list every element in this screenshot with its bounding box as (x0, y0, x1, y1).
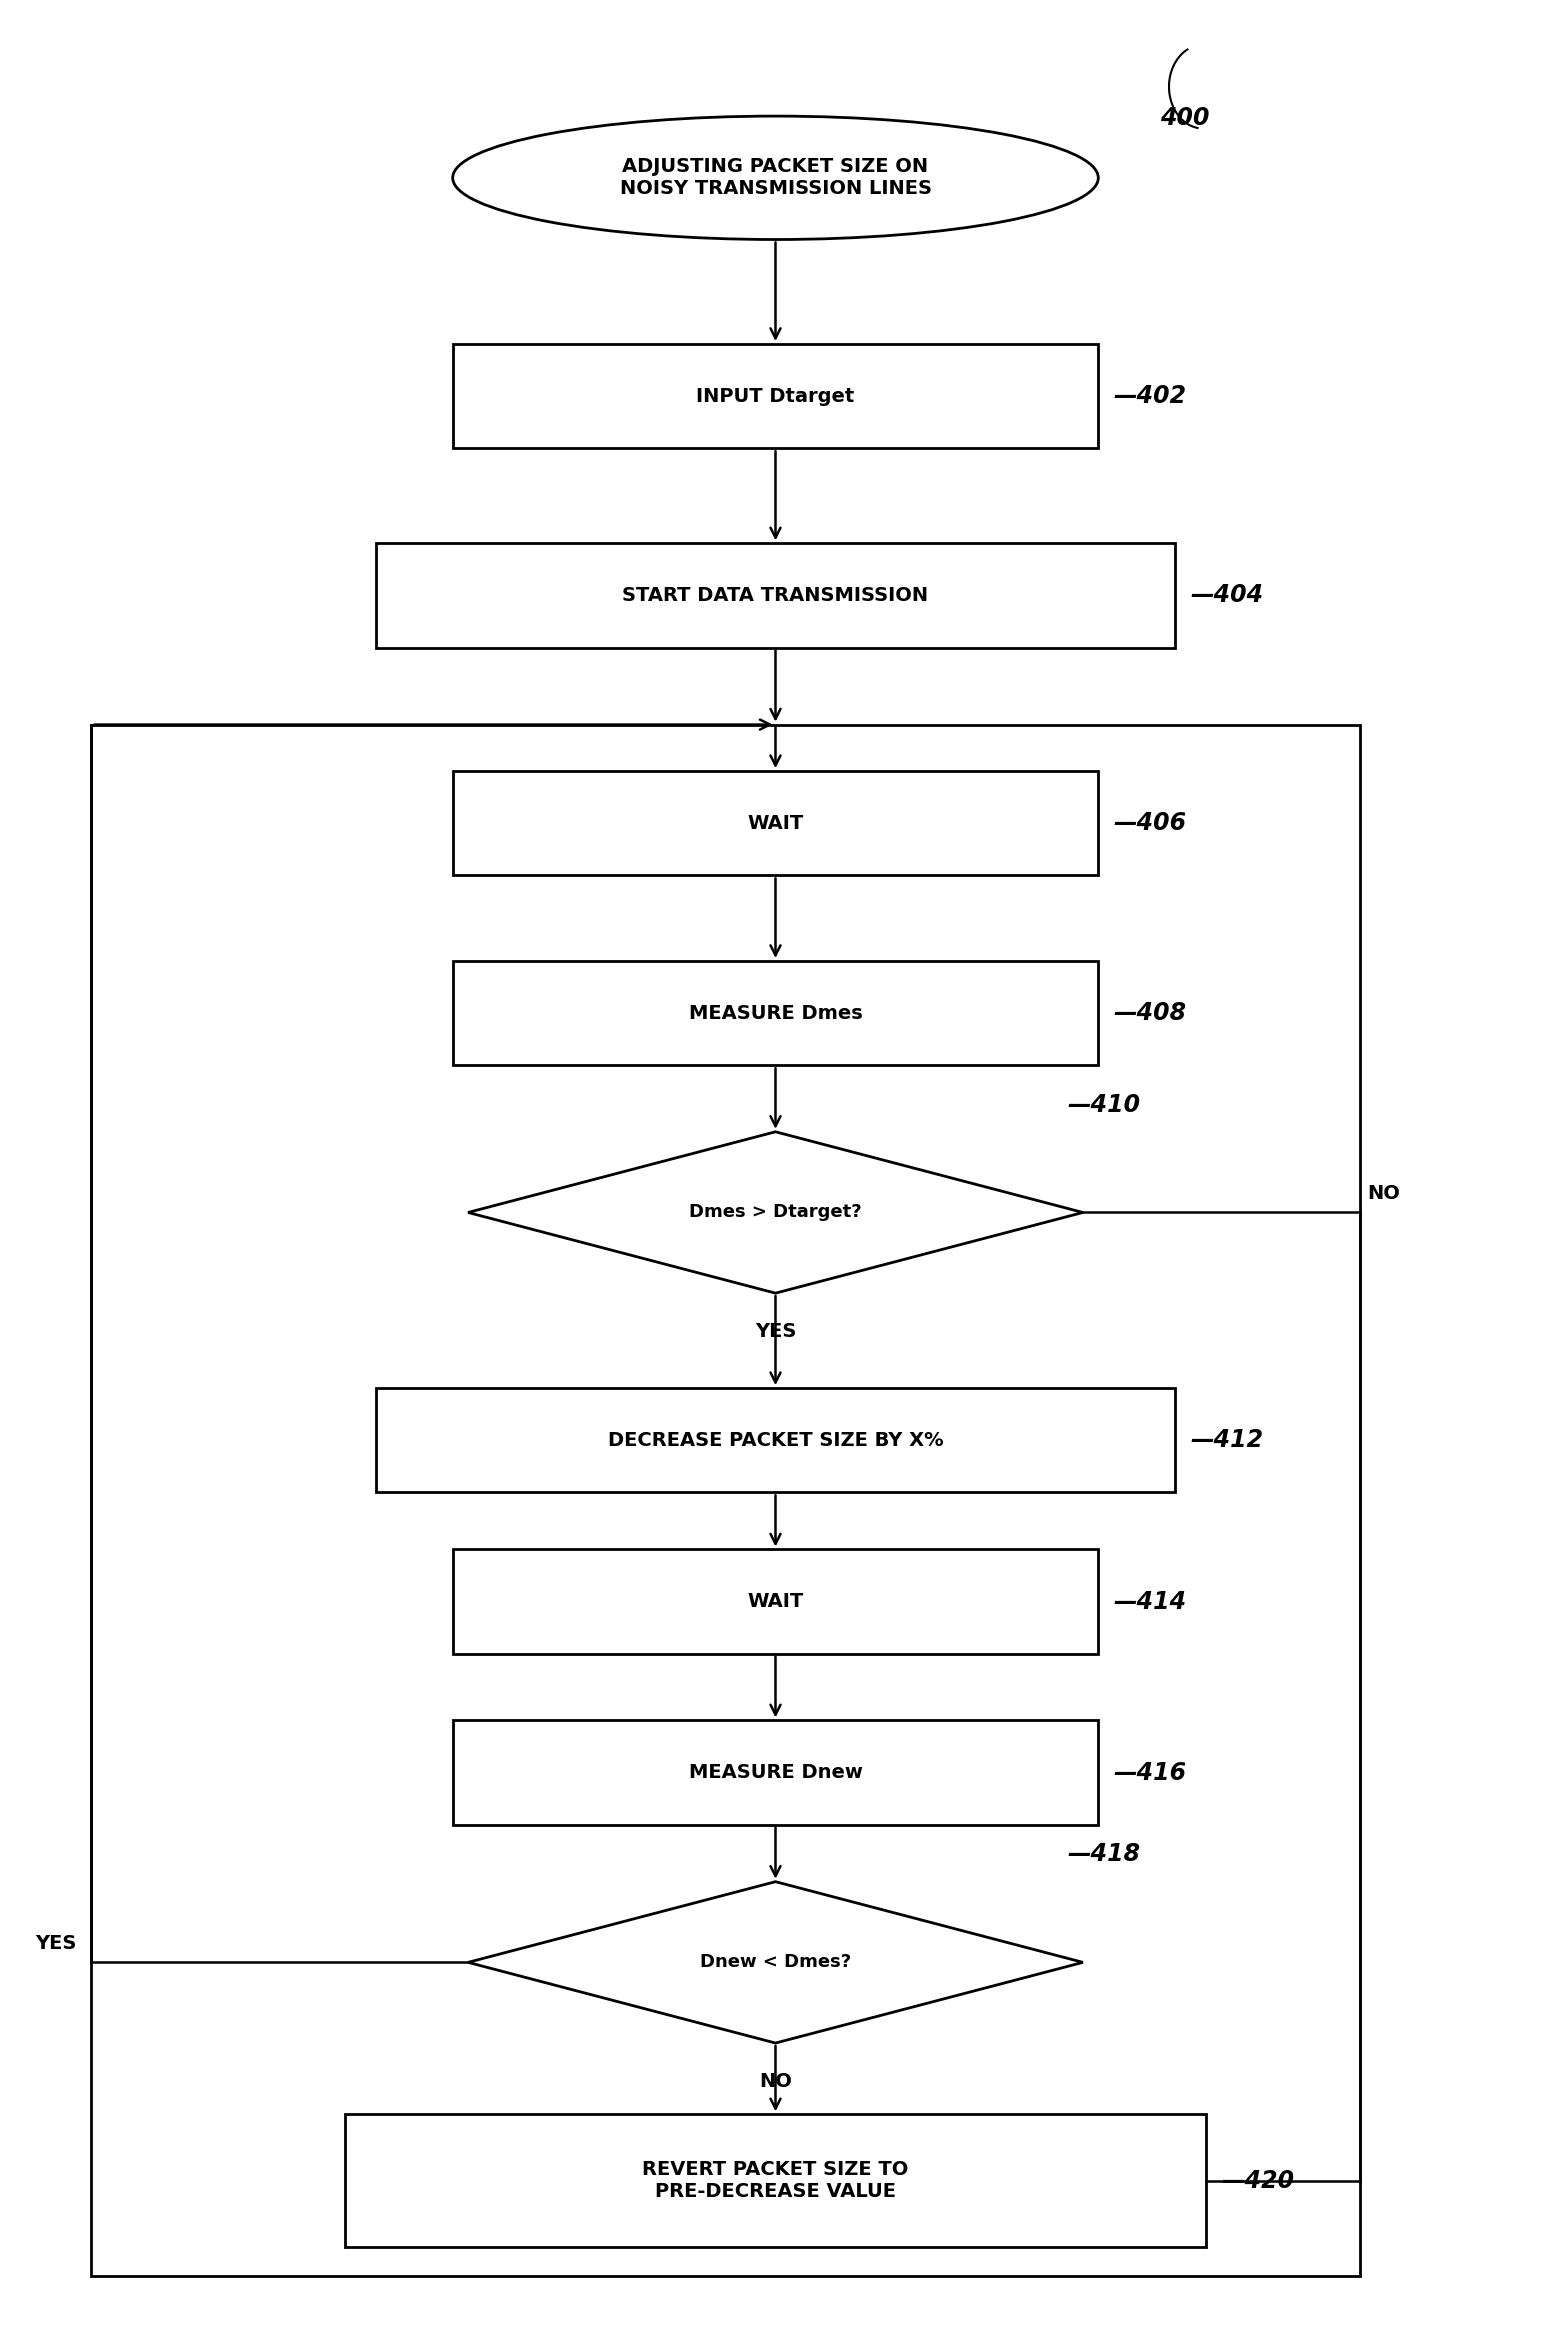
Text: REVERT PACKET SIZE TO
PRE-DECREASE VALUE: REVERT PACKET SIZE TO PRE-DECREASE VALUE (642, 2161, 909, 2201)
FancyBboxPatch shape (453, 1550, 1098, 1654)
Text: YES: YES (755, 1322, 796, 1341)
FancyBboxPatch shape (375, 543, 1176, 648)
Text: MEASURE Dmes: MEASURE Dmes (689, 1003, 862, 1022)
FancyBboxPatch shape (92, 723, 1360, 2276)
FancyBboxPatch shape (453, 770, 1098, 876)
Text: —406: —406 (1114, 810, 1187, 836)
FancyBboxPatch shape (346, 2114, 1205, 2248)
Text: —402: —402 (1114, 385, 1187, 409)
Text: —410: —410 (1067, 1092, 1140, 1116)
Text: NO: NO (758, 2072, 793, 2091)
Text: START DATA TRANSMISSION: START DATA TRANSMISSION (622, 585, 929, 606)
Text: Dmes > Dtarget?: Dmes > Dtarget? (689, 1203, 862, 1221)
Text: ADJUSTING PACKET SIZE ON
NOISY TRANSMISSION LINES: ADJUSTING PACKET SIZE ON NOISY TRANSMISS… (619, 157, 932, 197)
Text: YES: YES (34, 1933, 76, 1952)
Text: 400: 400 (1160, 106, 1210, 129)
Text: WAIT: WAIT (748, 1593, 803, 1611)
Text: NO: NO (1368, 1184, 1401, 1203)
Text: —420: —420 (1221, 2168, 1295, 2192)
Text: WAIT: WAIT (748, 813, 803, 834)
Text: DECREASE PACKET SIZE BY X%: DECREASE PACKET SIZE BY X% (608, 1431, 943, 1449)
Text: MEASURE Dnew: MEASURE Dnew (689, 1764, 862, 1783)
Polygon shape (468, 1132, 1083, 1294)
Text: —404: —404 (1191, 583, 1264, 608)
Text: Dnew < Dmes?: Dnew < Dmes? (700, 1954, 851, 1971)
Text: —408: —408 (1114, 1001, 1187, 1024)
Polygon shape (468, 1882, 1083, 2044)
FancyBboxPatch shape (375, 1388, 1176, 1492)
Text: —412: —412 (1191, 1428, 1264, 1452)
FancyBboxPatch shape (453, 343, 1098, 449)
FancyBboxPatch shape (453, 961, 1098, 1066)
Text: —414: —414 (1114, 1590, 1187, 1614)
Ellipse shape (453, 115, 1098, 240)
Text: —418: —418 (1067, 1842, 1140, 1867)
Text: INPUT Dtarget: INPUT Dtarget (696, 388, 855, 406)
Text: —416: —416 (1114, 1759, 1187, 1785)
FancyBboxPatch shape (453, 1719, 1098, 1825)
